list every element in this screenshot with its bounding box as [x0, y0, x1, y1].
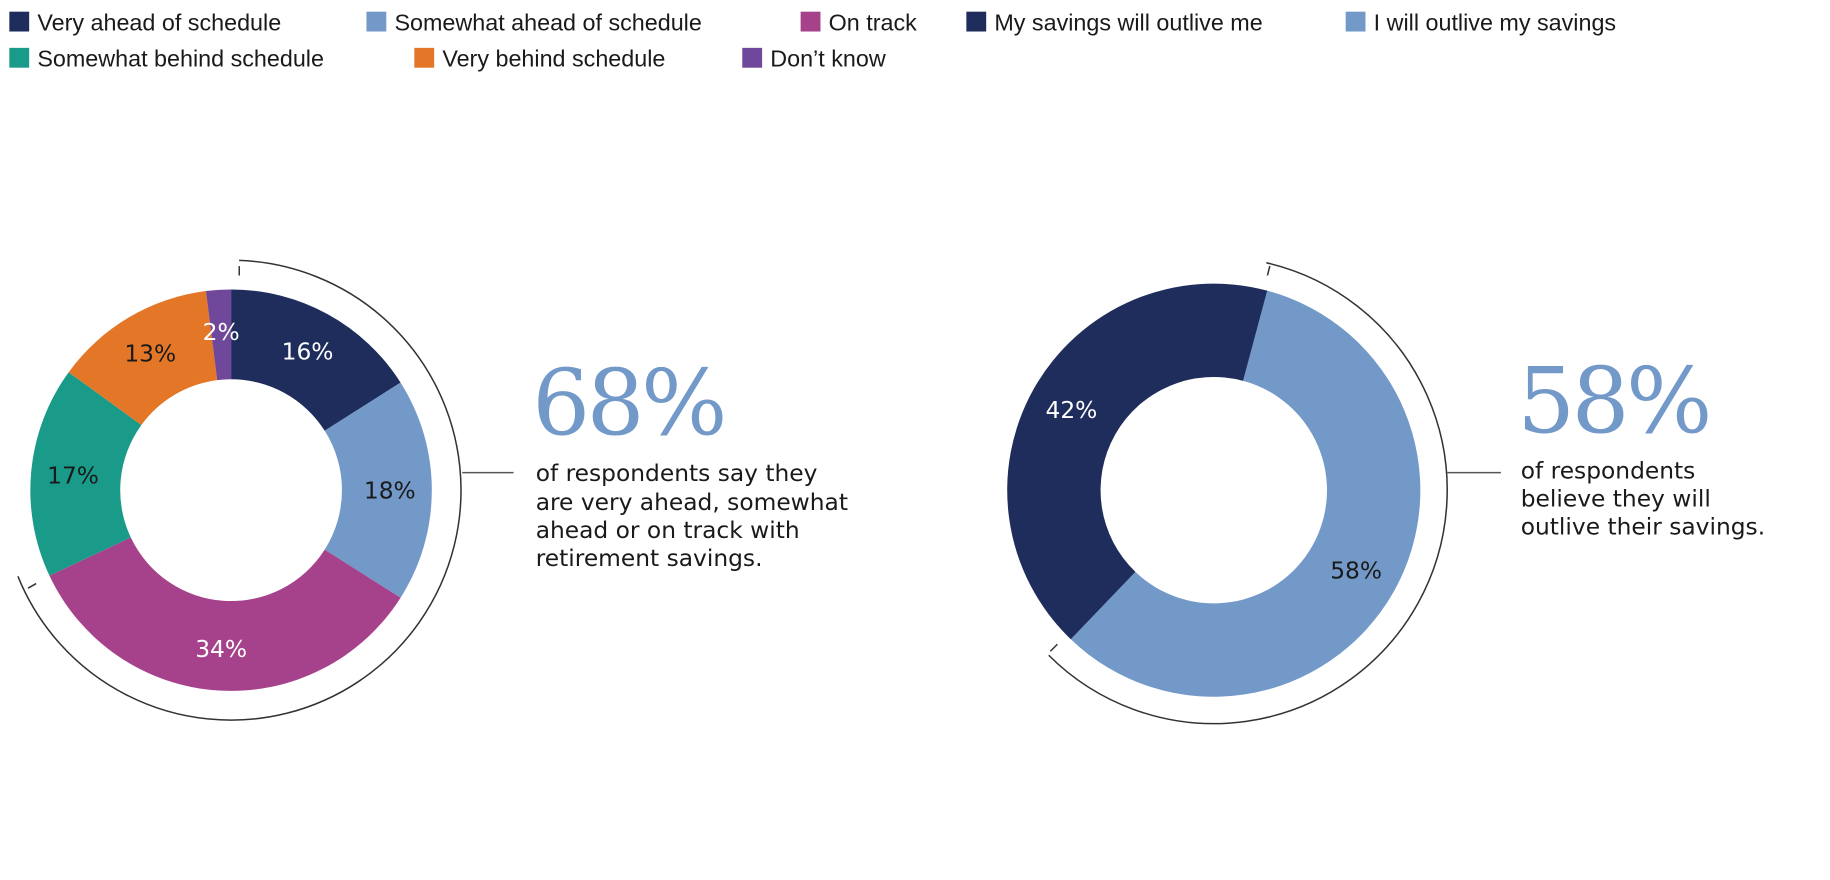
donut-slice: [1007, 283, 1268, 640]
legend-item: I will outlive my savings: [1345, 9, 1616, 35]
donut-slice: [49, 537, 401, 691]
donut-slice: [205, 289, 232, 381]
callout-right: 58% of respondents believe they will out…: [1048, 262, 1765, 725]
legend-item: Very ahead of schedule: [9, 9, 281, 35]
callout-line: ahead or on track with: [536, 516, 800, 544]
legend-label: On track: [829, 9, 917, 35]
donut-slice: [68, 291, 218, 426]
legend-item: Somewhat behind schedule: [9, 46, 324, 72]
legend-label: Somewhat behind schedule: [37, 46, 324, 72]
callout-line: outlive their savings.: [1521, 513, 1765, 541]
donut-slice: [231, 289, 401, 431]
callout-line: believe they will: [1521, 485, 1711, 513]
legend-item: My savings will outlive me: [966, 9, 1263, 35]
callout-value: 58%: [1517, 349, 1709, 454]
legend-label: My savings will outlive me: [994, 9, 1262, 35]
legend-item: On track: [800, 9, 917, 35]
slice-label: 34%: [195, 635, 247, 663]
callout-line: of respondents say they: [536, 459, 818, 487]
legend-swatch: [9, 11, 30, 32]
legend-label: Don’t know: [770, 46, 886, 72]
outlive-savings-donut: 58% 42%: [1007, 283, 1421, 697]
callout-left: 68% of respondents say they are very ahe…: [17, 259, 848, 721]
bracket-arc: [1048, 262, 1448, 725]
donut-slice: [324, 382, 432, 598]
legend-label: I will outlive my savings: [1374, 9, 1616, 35]
legend-swatch: [414, 47, 435, 68]
legend-label: Somewhat ahead of schedule: [394, 9, 701, 35]
slice-label: 42%: [1045, 396, 1097, 424]
donut-slice: [1070, 290, 1421, 697]
legend-label: Very ahead of schedule: [37, 9, 281, 35]
callout-line: of respondents: [1521, 457, 1696, 485]
legend-swatch: [366, 11, 387, 32]
callout-value: 68%: [532, 351, 724, 456]
slice-label: 2%: [203, 318, 240, 346]
slice-label: 58%: [1330, 557, 1382, 585]
slice-label: 17%: [47, 461, 99, 489]
legend: Very ahead of schedule Somewhat ahead of…: [9, 9, 1616, 72]
legend-item: Don’t know: [742, 46, 886, 72]
callout-line: are very ahead, somewhat: [536, 488, 848, 516]
legend-swatch: [1345, 11, 1366, 32]
slice-label: 13%: [124, 340, 176, 368]
slice-label: 16%: [282, 337, 334, 365]
callout-line: retirement savings.: [536, 544, 763, 572]
bracket-arc: [17, 259, 462, 721]
legend-label: Very behind schedule: [442, 46, 665, 72]
slice-label: 18%: [364, 476, 416, 504]
retirement-schedule-donut: 16% 18% 34% 17% 13% 2%: [30, 289, 432, 691]
legend-item: Very behind schedule: [414, 46, 665, 72]
legend-item: Somewhat ahead of schedule: [366, 9, 702, 35]
donut-slice: [30, 372, 142, 576]
legend-swatch: [742, 47, 763, 68]
legend-swatch: [966, 11, 987, 32]
legend-swatch: [800, 11, 821, 32]
legend-swatch: [9, 47, 30, 68]
